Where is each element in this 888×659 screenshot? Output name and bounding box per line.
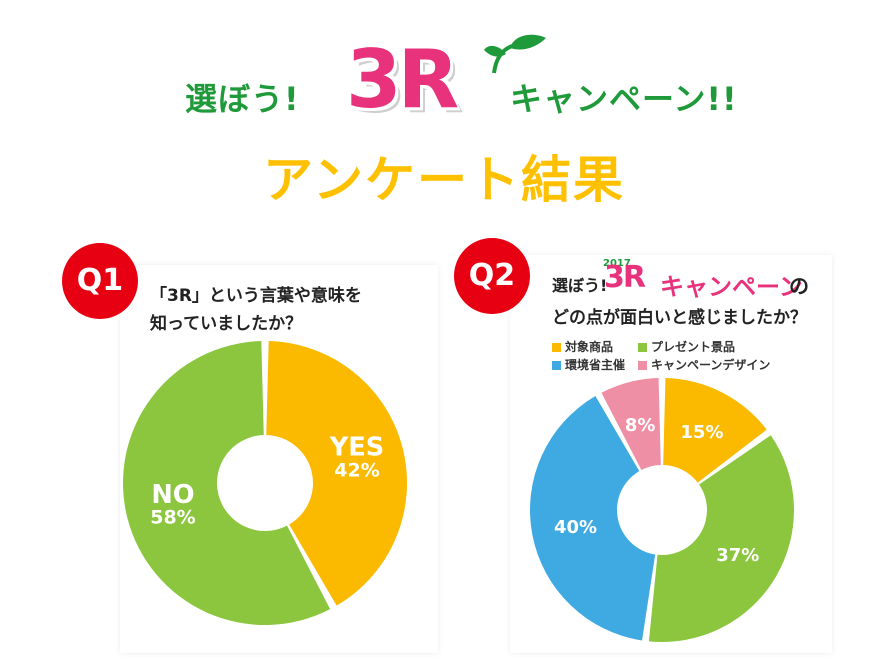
legend-label: 環境省主催 [565, 358, 626, 372]
q2-title-prefix: 選ぼう! [552, 276, 608, 295]
slice-キャンペーンデザイン [601, 378, 661, 471]
legend-item-3: 環境省主催 [552, 356, 625, 373]
slice-YES [266, 341, 407, 606]
slice-label: YES 42% [329, 433, 385, 482]
slice-label: 8% [625, 415, 656, 436]
legend-item-1: 対象商品 [552, 338, 613, 355]
slice-NO [122, 341, 331, 625]
q1-question-line1: 「3R」という言葉や意味を [150, 286, 362, 306]
legend-label: プレゼント景品 [651, 340, 736, 354]
header-right-text: キャンペーン!! [510, 80, 738, 118]
q2-badge: Q2 [454, 238, 530, 314]
q1-question-line2: 知っていましたか？ [150, 314, 303, 334]
page-title: アンケート結果 [263, 151, 625, 209]
legend-swatch [638, 343, 647, 352]
legend-label: キャンペーンデザイン [651, 358, 771, 372]
legend-swatch [552, 361, 561, 370]
q2-title-suffix: の [789, 274, 809, 298]
q1-badge: Q1 [62, 243, 138, 319]
legend-swatch [552, 343, 561, 352]
legend-swatch [638, 361, 647, 370]
slice-label: NO 58% [150, 480, 195, 529]
q2-title-year: 2017 [603, 258, 631, 269]
slice-label: 37% [716, 545, 759, 566]
leaf-icon [484, 34, 546, 74]
slice-label: 40% [554, 517, 597, 538]
legend-item-2: プレゼント景品 [638, 338, 735, 355]
q1-donut-chart: YES 42% NO 58% [122, 341, 407, 625]
page-header: 選ぼう! 3R キャンペーン!! アンケート結果 [0, 0, 888, 210]
q1-question: 「3R」という言葉や意味を 知っていましたか？ [150, 282, 440, 338]
q2-question: どの点が面白いと感じましたか？ [552, 308, 807, 328]
slice-対象商品 [663, 378, 767, 483]
legend-item-4: キャンペーンデザイン [638, 356, 770, 373]
slice-環境省主催 [530, 396, 656, 641]
header-left-text: 選ぼう! [185, 80, 300, 118]
slice-プレゼント景品 [648, 435, 794, 642]
3r-logo: 3R [346, 33, 459, 126]
q2-title-campaign: キャンペーン [660, 273, 803, 301]
legend-label: 対象商品 [565, 340, 614, 354]
slice-label: 15% [680, 422, 723, 443]
q2-title-logo: 3R [604, 260, 646, 295]
q2-donut-chart: 15% 37% 40% 8% [530, 378, 794, 642]
